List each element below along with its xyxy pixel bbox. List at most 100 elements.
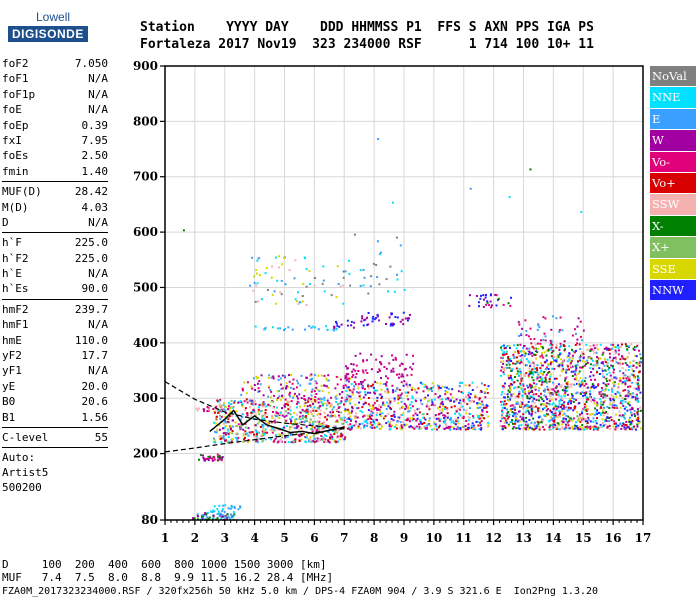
echo-point	[601, 353, 604, 356]
echo-point	[305, 285, 308, 288]
echo-point	[307, 412, 310, 415]
echo-point	[516, 395, 519, 398]
echo-point	[346, 378, 349, 381]
echo-point	[376, 396, 379, 399]
param-name: yF2	[2, 349, 22, 363]
echo-point	[274, 437, 277, 440]
echo-point	[291, 382, 294, 385]
echo-point	[272, 406, 275, 409]
param-row: MUF(D) 28.42	[2, 184, 108, 199]
echo-point	[557, 356, 560, 359]
echo-point	[531, 345, 534, 348]
echo-point	[213, 439, 216, 442]
echo-point	[622, 389, 625, 392]
echo-point	[476, 402, 479, 405]
echo-point	[467, 398, 470, 401]
echo-point	[555, 360, 558, 363]
echo-point	[297, 302, 300, 305]
echo-point	[519, 355, 522, 358]
echo-point	[525, 347, 528, 350]
echo-point	[509, 386, 512, 389]
echo-point	[628, 400, 631, 403]
echo-point	[289, 395, 291, 398]
echo-point	[562, 402, 565, 405]
echo-point	[544, 335, 547, 338]
echo-point	[578, 356, 581, 359]
echo-point	[615, 351, 618, 354]
scaled-parameters-panel: foF2 7.050 foF1 N/A foF1p N/A foE N/A foEp 0.39 fx…	[2, 56, 108, 495]
echo-point	[550, 428, 553, 431]
echo-point	[207, 407, 210, 410]
echo-point	[480, 391, 483, 393]
echo-point	[594, 427, 597, 430]
echo-point	[555, 391, 558, 394]
echo-point	[433, 422, 436, 425]
echo-point	[392, 358, 395, 361]
echo-point	[224, 405, 227, 408]
echo-point	[367, 292, 370, 295]
echo-point	[566, 383, 569, 386]
echo-point	[486, 301, 489, 304]
echo-point	[281, 263, 284, 266]
echo-point	[576, 338, 579, 341]
echo-point	[574, 328, 576, 331]
echo-point	[544, 360, 547, 363]
echo-point	[314, 420, 317, 423]
echo-point	[583, 384, 586, 387]
param-row: B1 1.56	[2, 410, 108, 425]
echo-point	[514, 408, 517, 411]
echo-point	[424, 396, 427, 399]
footer-file-info: FZA0M_2017323234000.RSF / 320fx256h 50 k…	[2, 586, 599, 597]
echo-point	[501, 411, 504, 414]
echo-point	[480, 420, 483, 423]
echo-point	[537, 395, 540, 398]
echo-point	[216, 507, 219, 510]
param-value: 225.0	[74, 236, 108, 250]
echo-point	[534, 425, 537, 428]
echo-point	[336, 383, 339, 386]
echo-point	[411, 419, 414, 422]
echo-point	[549, 394, 552, 397]
echo-point	[309, 423, 312, 426]
echo-point	[606, 412, 609, 415]
echo-point	[263, 414, 266, 417]
echo-point	[595, 422, 598, 425]
echo-point	[511, 419, 514, 421]
echo-point	[529, 338, 532, 341]
echo-point	[367, 312, 370, 314]
echo-point	[321, 404, 324, 407]
y-tick-label: 800	[133, 114, 158, 128]
echo-point	[354, 369, 357, 372]
echo-point	[427, 389, 430, 392]
echo-point	[457, 416, 460, 419]
echo-point	[266, 431, 269, 434]
echo-point	[637, 420, 640, 423]
echo-point	[581, 351, 584, 354]
echo-point	[504, 420, 507, 423]
echo-point	[214, 430, 216, 433]
echo-point	[387, 377, 389, 380]
echo-point	[589, 390, 591, 393]
echo-point	[537, 410, 540, 413]
echo-point	[298, 434, 301, 437]
echo-point	[213, 458, 216, 461]
echo-point	[589, 425, 592, 428]
echo-point	[522, 413, 525, 416]
echo-point	[200, 514, 203, 517]
echo-point	[315, 440, 318, 443]
echo-point	[425, 405, 428, 408]
echo-point	[590, 371, 593, 374]
echo-point	[367, 383, 370, 386]
echo-point	[328, 441, 331, 444]
echo-point	[624, 417, 627, 420]
echo-point	[290, 419, 292, 422]
echo-point	[511, 411, 514, 413]
footer-muf-row: MUF 7.4 7.5 8.0 8.8 9.9 11.5 16.2 28.4 […	[2, 571, 334, 584]
echo-point	[305, 376, 308, 379]
echo-point	[544, 376, 547, 379]
echo-point	[570, 370, 573, 373]
echo-point	[461, 381, 463, 384]
echo-point	[313, 284, 316, 287]
echo-point	[452, 420, 455, 423]
echo-point	[613, 346, 616, 349]
